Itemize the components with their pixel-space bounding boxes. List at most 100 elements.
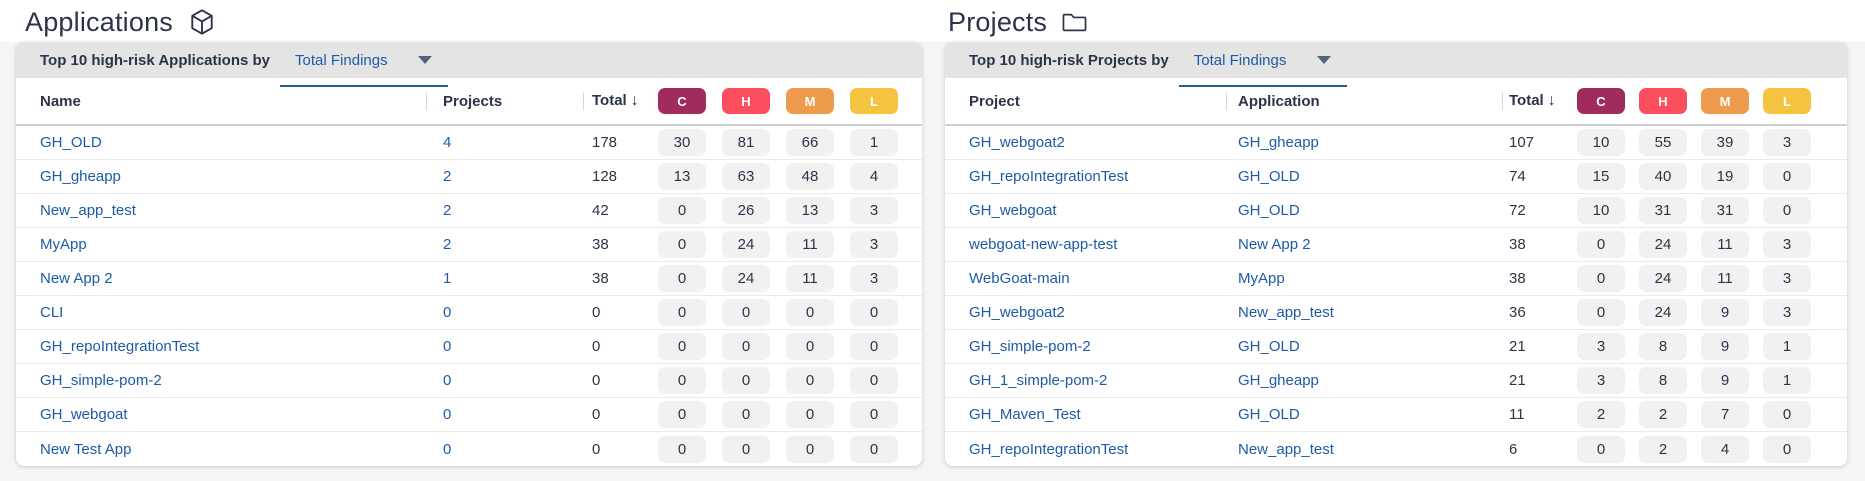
low-count-chip: 1 <box>1763 367 1811 394</box>
projects-count-link[interactable]: 0 <box>443 406 451 423</box>
critical-count-chip: 0 <box>658 299 706 326</box>
project-name-link[interactable]: WebGoat-main <box>969 270 1070 287</box>
total-findings-value: 0 <box>583 441 650 458</box>
project-name-link[interactable]: GH_webgoat <box>969 202 1057 219</box>
application-name-link[interactable]: GH_gheapp <box>40 168 121 185</box>
high-count-chip: 0 <box>722 401 770 428</box>
total-findings-value: 42 <box>583 202 650 219</box>
medium-count-chip: 11 <box>786 231 834 258</box>
application-name-link[interactable]: New Test App <box>40 441 131 458</box>
application-name-link[interactable]: GH_simple-pom-2 <box>40 372 162 389</box>
project-name-link[interactable]: GH_repoIntegrationTest <box>969 168 1128 185</box>
application-name-link[interactable]: GH_OLD <box>1238 406 1300 423</box>
total-column-sort-header[interactable]: Total↓ <box>583 92 650 110</box>
medium-count-chip: 0 <box>786 401 834 428</box>
projects-count-link[interactable]: 0 <box>443 372 451 389</box>
projects-count-link[interactable]: 0 <box>443 304 451 321</box>
application-name-link[interactable]: New_app_test <box>40 202 136 219</box>
application-name-link[interactable]: New App 2 <box>40 270 113 287</box>
application-name-link[interactable]: GH_OLD <box>1238 202 1300 219</box>
critical-count-chip: 0 <box>658 265 706 292</box>
application-name-link[interactable]: GH_repoIntegrationTest <box>40 338 199 355</box>
application-name-link[interactable]: GH_OLD <box>40 134 102 151</box>
critical-count-chip: 0 <box>658 367 706 394</box>
project-name-link[interactable]: GH_repoIntegrationTest <box>969 441 1128 458</box>
project-name-link[interactable]: GH_Maven_Test <box>969 406 1081 423</box>
projects-metric-select[interactable]: Total Findings <box>1179 42 1347 78</box>
project-name-link[interactable]: GH_webgoat2 <box>969 134 1065 151</box>
critical-count-chip: 0 <box>1577 231 1625 258</box>
projects-table-header: Project Application Total↓ C H M L <box>945 78 1847 126</box>
application-name-link[interactable]: MyApp <box>1238 270 1285 287</box>
projects-count-link[interactable]: 4 <box>443 134 451 151</box>
application-name-link[interactable]: GH_webgoat <box>40 406 128 423</box>
medium-count-chip: 11 <box>1701 265 1749 292</box>
application-name-link[interactable]: GH_gheapp <box>1238 372 1319 389</box>
application-table-row: New Test App 0 0 0 0 0 0 <box>16 432 922 466</box>
project-table-row: GH_simple-pom-2 GH_OLD 21 3 8 9 1 <box>945 330 1847 364</box>
project-name-link[interactable]: webgoat-new-app-test <box>969 236 1117 253</box>
folder-icon <box>1060 9 1089 36</box>
projects-count-link[interactable]: 0 <box>443 441 451 458</box>
high-count-chip: 0 <box>722 299 770 326</box>
application-name-link[interactable]: New App 2 <box>1238 236 1311 253</box>
low-column-header: L <box>842 88 906 114</box>
total-findings-value: 74 <box>1502 168 1570 185</box>
high-count-chip: 8 <box>1639 333 1687 360</box>
critical-count-chip: 0 <box>658 436 706 463</box>
application-column-header: Application <box>1226 93 1502 110</box>
critical-column-header: C <box>650 88 714 114</box>
high-count-chip: 0 <box>722 367 770 394</box>
project-table-row: GH_webgoat2 New_app_test 36 0 24 9 3 <box>945 296 1847 330</box>
project-table-row: GH_repoIntegrationTest New_app_test 6 0 … <box>945 432 1847 466</box>
critical-count-chip: 15 <box>1577 163 1625 190</box>
projects-count-link[interactable]: 1 <box>443 270 451 287</box>
applications-card: Top 10 high-risk Applications by Total F… <box>16 42 922 466</box>
critical-count-chip: 3 <box>1577 367 1625 394</box>
high-column-header: H <box>714 88 778 114</box>
application-name-link[interactable]: GH_OLD <box>1238 168 1300 185</box>
high-count-chip: 24 <box>1639 299 1687 326</box>
total-findings-value: 72 <box>1502 202 1570 219</box>
high-count-chip: 31 <box>1639 197 1687 224</box>
application-name-link[interactable]: GH_OLD <box>1238 338 1300 355</box>
low-badge: L <box>850 88 898 114</box>
project-table-row: GH_webgoat2 GH_gheapp 107 10 55 39 3 <box>945 126 1847 160</box>
projects-count-link[interactable]: 2 <box>443 168 451 185</box>
critical-column-header: C <box>1570 88 1632 114</box>
project-name-link[interactable]: GH_simple-pom-2 <box>969 338 1091 355</box>
low-count-chip: 0 <box>850 436 898 463</box>
total-findings-value: 11 <box>1502 406 1570 423</box>
critical-count-chip: 0 <box>1577 436 1625 463</box>
application-name-link[interactable]: CLI <box>40 304 63 321</box>
total-findings-value: 178 <box>583 134 650 151</box>
application-name-link[interactable]: New_app_test <box>1238 441 1334 458</box>
high-count-chip: 0 <box>722 436 770 463</box>
critical-count-chip: 0 <box>658 401 706 428</box>
project-name-link[interactable]: GH_1_simple-pom-2 <box>969 372 1107 389</box>
critical-count-chip: 3 <box>1577 333 1625 360</box>
projects-count-link[interactable]: 0 <box>443 338 451 355</box>
projects-count-link[interactable]: 2 <box>443 202 451 219</box>
projects-count-link[interactable]: 2 <box>443 236 451 253</box>
medium-count-chip: 31 <box>1701 197 1749 224</box>
medium-count-chip: 11 <box>786 265 834 292</box>
total-findings-value: 0 <box>583 304 650 321</box>
application-name-link[interactable]: New_app_test <box>1238 304 1334 321</box>
low-count-chip: 3 <box>1763 299 1811 326</box>
applications-metric-select[interactable]: Total Findings <box>280 42 448 78</box>
applications-section-title: Applications <box>25 2 218 42</box>
application-name-link[interactable]: MyApp <box>40 236 87 253</box>
low-count-chip: 0 <box>850 333 898 360</box>
high-count-chip: 40 <box>1639 163 1687 190</box>
total-column-sort-header[interactable]: Total↓ <box>1502 92 1570 110</box>
package-icon <box>186 5 218 39</box>
high-badge: H <box>1639 88 1687 114</box>
high-count-chip: 0 <box>722 333 770 360</box>
medium-count-chip: 48 <box>786 163 834 190</box>
high-count-chip: 24 <box>722 231 770 258</box>
high-badge: H <box>722 88 770 114</box>
medium-count-chip: 0 <box>786 299 834 326</box>
application-name-link[interactable]: GH_gheapp <box>1238 134 1319 151</box>
project-name-link[interactable]: GH_webgoat2 <box>969 304 1065 321</box>
